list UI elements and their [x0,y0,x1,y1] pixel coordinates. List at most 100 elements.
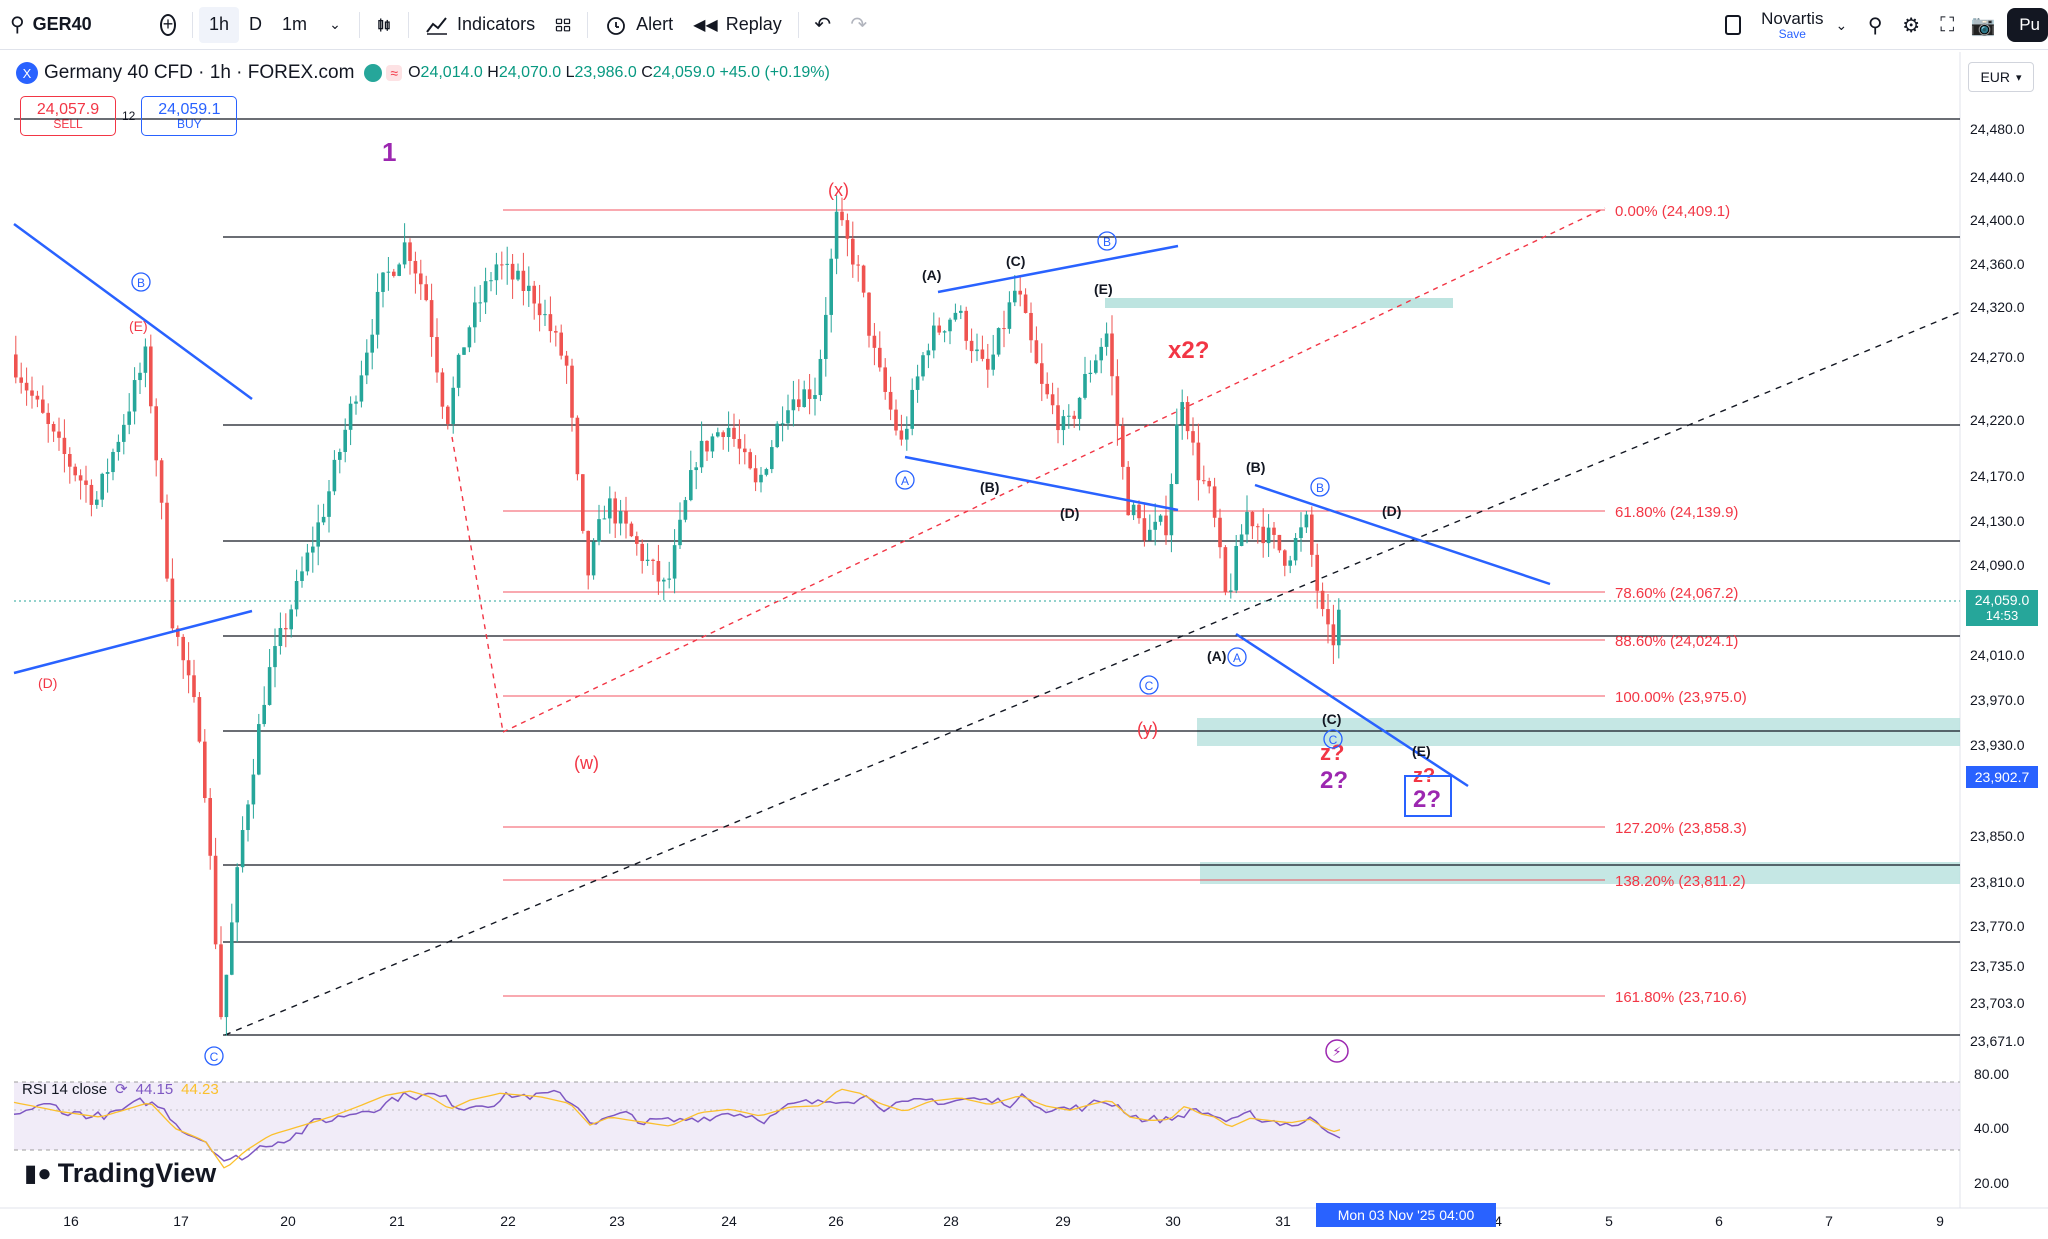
candle-body [856,264,860,266]
candle-body [1212,486,1217,518]
symbol-title[interactable]: Germany 40 CFD · 1h · FOREX.com [44,62,355,83]
wave-label-C-right: (C) [1322,711,1341,727]
symbol-label: GER40 [32,14,92,34]
candle-body [996,328,1001,355]
interval-1m[interactable]: 1m [272,7,317,43]
price-tick: 23,930.0 [1970,737,2025,753]
candle-body [408,242,412,261]
sell-button[interactable]: 24,057.9 SELL [20,96,116,136]
candle-body [89,484,94,505]
candle-body [629,523,634,537]
buy-button[interactable]: 24,059.1 BUY [141,96,238,136]
publish-button[interactable]: Pu [2007,8,2048,42]
candle-body [473,302,477,328]
top-toolbar: ⚲ GER40 + 1h D 1m ⌄ Indicators Alert ◀◀ … [0,0,2048,50]
candle-body [149,346,153,407]
candle-body [446,406,450,424]
currency-select[interactable]: EUR ▾ [1968,62,2034,92]
divider [192,11,193,38]
candle-body [95,499,99,505]
candle-body [635,536,639,544]
candle-body [154,406,158,461]
candle-body [662,579,666,582]
candle-body [213,855,218,945]
templates-button[interactable] [545,7,581,43]
circle-c-low [204,1046,224,1066]
time-tick: 23 [609,1213,625,1229]
chart-type-button[interactable] [366,7,402,43]
candle-body [1018,290,1022,295]
circle-b-top-text: B [1103,235,1111,249]
candle-body [510,263,515,280]
interval-d[interactable]: D [239,7,272,43]
replay-button[interactable]: ◀◀ Replay [683,7,792,43]
wave-label-y: (y) [1137,719,1158,739]
candle-body [921,355,925,377]
price-axis[interactable]: 24,480.0 24,440.0 24,400.0 24,360.0 24,320.0… [1970,121,2025,1191]
circle-c-right-text: C [1329,733,1338,747]
candle-body [969,340,974,352]
interval-1h[interactable]: 1h [199,6,240,43]
profile-menu[interactable]: Novartis Save ⌄ [1751,7,1857,43]
redo-button[interactable]: ↷ [841,7,877,43]
time-tick: 30 [1165,1213,1181,1229]
compare-symbol-button[interactable]: + [150,7,186,43]
open-value: 24,014.0 [420,64,483,81]
time-tick: 16 [63,1213,79,1229]
circle-b-right-text: B [1316,481,1324,495]
price-tick: 23,770.0 [1970,918,2025,934]
candle-body [429,300,434,338]
settings-button[interactable]: ⚙ [1893,7,1929,43]
candles-icon [378,17,390,32]
symbol-search[interactable]: ⚲ GER40 [0,7,150,43]
candle-body [743,448,747,453]
snapshot-button[interactable]: 📷 [1965,7,2001,43]
rsi-label[interactable]: RSI 14 close [22,1080,108,1098]
indicators-button[interactable]: Indicators [415,7,545,43]
candle-body [483,281,488,303]
alert-button[interactable]: Alert [594,7,683,43]
refresh-icon: ⟳ [115,1081,128,1098]
candle-body [143,346,148,373]
low-value: 23,986.0 [574,64,637,81]
candle-body [1115,376,1120,426]
candle-body [375,291,380,335]
wave-icon: ≈ [386,65,403,81]
candle-body [478,302,482,304]
candle-body [1164,515,1168,536]
tradingview-logo[interactable]: ▮● TradingView [24,1158,216,1189]
interval-dropdown[interactable]: ⌄ [317,7,353,43]
lightning-icon[interactable] [1325,1039,1349,1063]
candle-body [932,325,936,351]
candle-body [1239,534,1244,546]
trendline [937,244,1179,294]
candle-body [959,310,963,313]
candle-body [294,581,299,610]
candle-body [456,354,461,388]
candle-body [780,423,785,425]
layout-select-button[interactable] [1715,7,1751,43]
fullscreen-button[interactable]: ⛶ [1929,7,1965,43]
circled-labels: B B A B A C C C [131,231,1343,1066]
candle-body [710,436,715,452]
time-tick: 28 [943,1213,959,1229]
candle-body [645,559,650,562]
candle-body [640,543,644,562]
quick-search-button[interactable]: ⚲ [1857,7,1893,43]
candle-body [1077,397,1082,419]
candle-body [915,376,920,390]
symbol-legend: X Germany 40 CFD · 1h · FOREX.com ≈ O24,… [16,62,830,84]
interval-1m-label: 1m [282,14,308,34]
sell-label: SELL [53,117,83,132]
candle-body [181,636,185,661]
gear-icon: ⚙ [1902,14,1921,37]
candle-body [624,511,628,524]
candle-body [726,427,731,438]
undo-button[interactable]: ↶ [805,7,841,43]
candle-body [1007,302,1012,329]
candle-body [1299,527,1303,538]
candle-body [1283,550,1287,566]
candle-body [824,314,828,359]
time-axis[interactable]: 16 17 20 21 22 23 24 26 28 29 30 31 4 5 6 7 9 [63,1213,1944,1229]
